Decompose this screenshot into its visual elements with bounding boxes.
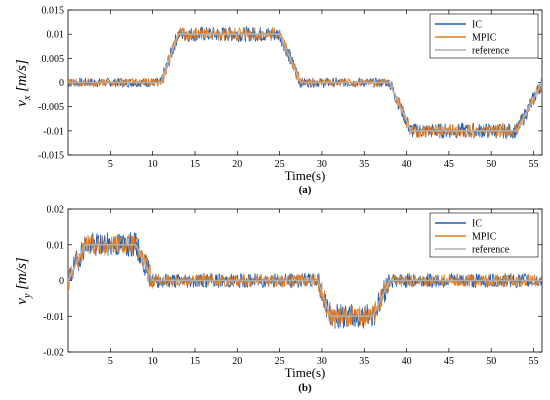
y-axis-label-text-a: vx [m/s] xyxy=(14,59,33,107)
x-tick-label: 5 xyxy=(108,356,113,367)
series-line-ic xyxy=(68,25,542,141)
x-tick-label: 40 xyxy=(402,159,412,170)
y-axis-label-text-b: vy [m/s] xyxy=(14,257,33,305)
x-tick-label: 25 xyxy=(275,159,285,170)
series-line-ic xyxy=(68,232,542,329)
y-label-unit: [m/s] xyxy=(14,59,30,95)
x-tick-label: 15 xyxy=(190,356,200,367)
legend-entry: reference xyxy=(472,46,510,57)
y-tick-label: 0.01 xyxy=(47,30,65,41)
y-tick-label: 0 xyxy=(59,276,64,287)
x-tick-label: 25 xyxy=(275,356,285,367)
legend-entry: IC xyxy=(472,20,482,31)
series-line-reference xyxy=(68,33,542,132)
y-axis-label-b: vy [m/s] xyxy=(14,257,33,305)
y-tick-label: -0.01 xyxy=(43,126,64,137)
x-tick-label: 50 xyxy=(486,159,496,170)
y-label-symbol: v xyxy=(14,298,30,305)
y-tick-label: 0.01 xyxy=(47,240,65,251)
series-line-mpic xyxy=(68,234,542,327)
y-tick-label: -0.01 xyxy=(43,312,64,323)
x-tick-label: 50 xyxy=(486,356,496,367)
y-tick-label: 0.02 xyxy=(47,205,65,216)
x-tick-label: 5 xyxy=(108,159,113,170)
x-ticks-b: 5 10 15 20 25 30 35 40 45 50 55 xyxy=(108,209,539,367)
y-tick-label: 0 xyxy=(59,78,64,89)
y-tick-label: 0.005 xyxy=(42,54,65,65)
series-line-reference xyxy=(68,243,542,318)
series-line-mpic xyxy=(68,26,542,139)
y-tick-label: -0.015 xyxy=(38,151,64,162)
x-axis-label-b: Time(s) xyxy=(285,365,326,380)
x-tick-label: 55 xyxy=(529,159,539,170)
x-tick-label: 45 xyxy=(444,159,454,170)
x-tick-label: 30 xyxy=(317,356,327,367)
y-label-symbol: v xyxy=(14,100,30,107)
legend-a: IC MPIC reference xyxy=(429,13,539,59)
y-axis-label-a: vx [m/s] xyxy=(14,59,33,107)
x-axis-label-a: Time(s) xyxy=(285,168,326,183)
subcaption-b: (b) xyxy=(298,382,312,394)
y-label-unit: [m/s] xyxy=(14,257,30,293)
legend-entry: reference xyxy=(472,245,510,256)
legend-entry: IC xyxy=(472,219,482,230)
x-tick-label: 40 xyxy=(402,356,412,367)
x-tick-label: 20 xyxy=(232,159,242,170)
series-b xyxy=(68,232,542,329)
x-tick-label: 35 xyxy=(359,356,369,367)
x-tick-label: 15 xyxy=(190,159,200,170)
x-ticks-a: 5 10 15 20 25 30 35 40 45 50 55 xyxy=(108,10,539,170)
x-tick-label: 30 xyxy=(317,159,327,170)
legend-entry: MPIC xyxy=(472,33,497,44)
x-tick-label: 35 xyxy=(359,159,369,170)
y-tick-label: -0.005 xyxy=(38,102,64,113)
series-a xyxy=(68,25,542,141)
x-tick-label: 10 xyxy=(148,356,158,367)
y-tick-label: 0.015 xyxy=(42,6,65,17)
y-label-subscript: y xyxy=(22,293,33,299)
x-tick-label: 10 xyxy=(148,159,158,170)
legend-entry: MPIC xyxy=(472,232,497,243)
x-tick-label: 45 xyxy=(444,356,454,367)
y-tick-label: -0.02 xyxy=(43,348,64,359)
panel-a: 5 10 15 20 25 30 35 40 45 50 55 0.015 0.01 0.005 0 -0.… xyxy=(14,6,543,196)
y-label-subscript: x xyxy=(22,95,33,101)
x-tick-label: 20 xyxy=(232,356,242,367)
subcaption-a: (a) xyxy=(299,184,312,196)
x-tick-label: 55 xyxy=(529,356,539,367)
panel-b: 5 10 15 20 25 30 35 40 45 50 55 0.02 0.01 0 -0.01 -0.0… xyxy=(14,205,543,394)
legend-b: IC MPIC reference xyxy=(429,212,539,258)
